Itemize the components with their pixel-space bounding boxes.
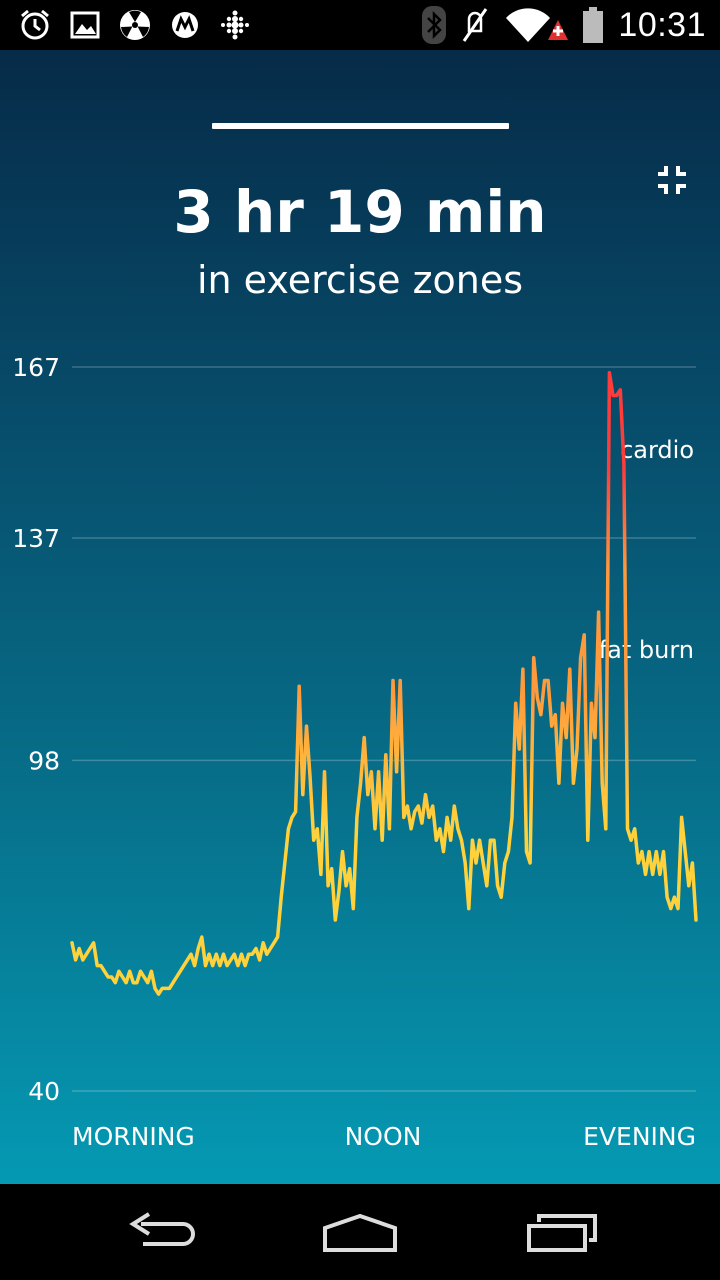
collapse-icon[interactable] — [654, 162, 690, 198]
navigation-bar — [0, 1184, 720, 1280]
recent-apps-icon — [527, 1214, 597, 1252]
y-tick-label: 98 — [28, 746, 60, 775]
back-icon — [129, 1212, 195, 1246]
motorola-icon — [172, 12, 198, 38]
heart-rate-chart: 167 137 98 40 MORNING NOON EVENING cardio fat bu… — [12, 353, 698, 1151]
zone-label-fat-burn: fat burn — [599, 636, 694, 664]
status-bar: 10:31 — [0, 0, 720, 50]
bluetooth-icon — [422, 6, 447, 44]
status-clock: 10:31 — [618, 5, 706, 44]
zone-label-cardio: cardio — [620, 436, 694, 464]
mute-icon — [463, 8, 488, 42]
radiation-icon — [120, 10, 150, 40]
battery-icon — [583, 7, 604, 43]
wifi-icon — [506, 8, 569, 42]
x-axis-label: EVENING — [583, 1122, 696, 1151]
home-icon — [323, 1213, 397, 1252]
drag-handle[interactable] — [212, 123, 509, 129]
back-button[interactable] — [115, 1202, 205, 1262]
exercise-zones-panel: 3 hr 19 min in exercise zones 167 137 98 40… — [0, 50, 720, 1184]
exercise-duration: 3 hr 19 min — [173, 178, 547, 246]
alarm-icon — [21, 9, 49, 40]
image-icon — [70, 11, 100, 39]
fitbit-icon — [221, 10, 249, 40]
home-button[interactable] — [315, 1202, 405, 1262]
y-tick-label: 167 — [12, 353, 60, 382]
y-tick-label: 40 — [28, 1077, 60, 1106]
recent-apps-button[interactable] — [517, 1202, 607, 1262]
x-axis-label: NOON — [345, 1122, 422, 1151]
y-tick-label: 137 — [12, 524, 60, 553]
x-axis-label: MORNING — [72, 1122, 195, 1151]
heart-rate-line — [70, 370, 698, 996]
exercise-caption: in exercise zones — [196, 258, 524, 302]
